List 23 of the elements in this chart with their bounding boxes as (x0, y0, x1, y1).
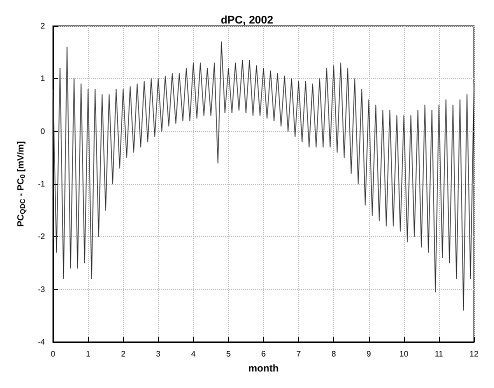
x-tick-label: 6 (261, 350, 266, 358)
x-tick-label: 3 (156, 350, 162, 358)
y-tick-label: -3 (38, 284, 46, 294)
line-series (52, 41, 474, 311)
y-tick-label: 2 (40, 22, 46, 30)
x-tick-label: 1 (86, 350, 91, 358)
x-tick-label: 2 (120, 350, 126, 358)
x-tick-label: 12 (470, 350, 479, 358)
x-tick-label: 10 (399, 350, 409, 358)
y-tick-label: 1 (40, 74, 46, 84)
x-tick-label: 7 (296, 350, 302, 358)
x-tick-label: 9 (366, 350, 372, 358)
y-tick-label: 0 (40, 126, 46, 136)
y-tick-label: -4 (38, 338, 46, 346)
x-tick-label: 4 (191, 350, 196, 358)
y-tick-label: -2 (38, 232, 46, 242)
chart-title: dPC, 2002 (220, 14, 274, 26)
x-tick-label: 8 (331, 350, 336, 358)
x-tick-label: 0 (50, 350, 56, 358)
y-tick-label: -1 (38, 180, 46, 188)
x-axis-title: month (248, 364, 279, 374)
x-tick-label: 5 (226, 350, 232, 358)
x-tick-label: 11 (434, 350, 444, 358)
